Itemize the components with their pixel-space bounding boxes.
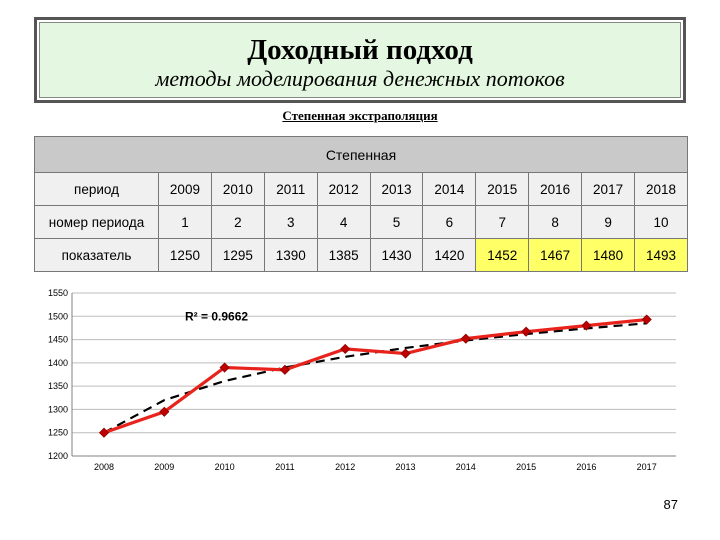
row-label: номер периода <box>34 205 159 239</box>
title-box: Доходный подход методы моделирования ден… <box>34 17 686 103</box>
data-point <box>581 320 592 331</box>
table-cell: 6 <box>422 205 477 239</box>
table-cell: 4 <box>316 205 371 239</box>
y-tick-label: 1350 <box>48 381 68 391</box>
data-table: Степенная период 2009 2010 2011 2012 201… <box>34 136 688 272</box>
x-tick-label: 2012 <box>335 462 355 472</box>
table-cell: 7 <box>475 205 530 239</box>
line-chart: 1200 1250 1300 1350 1400 1450 1500 1550 2008 2009… <box>48 288 676 472</box>
data-point <box>400 348 411 359</box>
table-cell: 2009 <box>158 172 212 206</box>
data-point <box>641 314 652 325</box>
x-tick-label: 2009 <box>154 462 174 472</box>
table-cell-highlighted: 1467 <box>528 238 583 272</box>
row-label: период <box>34 172 159 206</box>
data-point <box>340 343 351 354</box>
table-row: период 2009 2010 2011 2012 2013 2014 201… <box>34 172 688 206</box>
data-point <box>521 326 532 337</box>
table-cell: 5 <box>369 205 424 239</box>
table-cell: 1385 <box>316 238 371 272</box>
table-cell: 2014 <box>422 172 477 206</box>
table-cell: 2013 <box>369 172 424 206</box>
r-squared-label: R² = 0.9662 <box>185 309 248 323</box>
table-cell: 2012 <box>316 172 371 206</box>
x-tick-label: 2013 <box>395 462 415 472</box>
y-tick-label: 1250 <box>48 428 68 438</box>
data-point <box>98 427 110 438</box>
table-cell: 9 <box>581 205 636 239</box>
y-tick-label: 1450 <box>48 335 68 345</box>
table-cell: 10 <box>634 205 688 239</box>
y-tick-label: 1200 <box>48 451 68 461</box>
table-cell: 1 <box>158 205 212 239</box>
table-cell: 2010 <box>210 172 265 206</box>
table-cell: 2011 <box>263 172 318 206</box>
table-cell: 1295 <box>210 238 265 272</box>
slide-subtitle: методы моделирования денежных потоков <box>155 66 565 91</box>
data-point <box>279 364 290 375</box>
table-cell: 2017 <box>581 172 636 206</box>
row-label: показатель <box>34 238 159 272</box>
x-tick-label: 2015 <box>516 462 536 472</box>
table-cell-highlighted: 1452 <box>475 238 530 272</box>
section-label: Степенная экстраполяция <box>282 108 438 123</box>
x-tick-label: 2008 <box>94 462 114 472</box>
x-tick-label: 2017 <box>637 462 657 472</box>
table-cell: 2 <box>210 205 265 239</box>
table-row: номер периода 1 2 3 4 5 6 7 8 9 10 <box>34 205 688 239</box>
table-cell-highlighted: 1493 <box>634 238 688 272</box>
x-tick-label: 2011 <box>275 462 294 472</box>
y-tick-label: 1500 <box>48 311 68 321</box>
data-point <box>159 406 170 417</box>
table-cell-highlighted: 1480 <box>581 238 636 272</box>
table-row: показатель 1250 1295 1390 1385 1430 1420… <box>34 238 688 272</box>
x-tick-label: 2010 <box>215 462 235 472</box>
data-point <box>460 333 471 344</box>
x-tick-label: 2014 <box>456 462 476 472</box>
table-cell: 3 <box>263 205 318 239</box>
page-number: 87 <box>663 497 678 512</box>
data-point <box>219 362 230 373</box>
table-cell: 8 <box>528 205 583 239</box>
y-tick-label: 1300 <box>48 404 68 414</box>
table-cell: 2016 <box>528 172 583 206</box>
table-cell: 1390 <box>263 238 318 272</box>
series-line <box>103 317 647 435</box>
x-tick-label: 2016 <box>576 462 596 472</box>
slide-title: Доходный подход <box>247 34 473 66</box>
table-header: Степенная <box>34 136 688 173</box>
y-tick-label: 1550 <box>48 288 68 298</box>
y-tick-label: 1400 <box>48 358 68 368</box>
table-cell: 2018 <box>634 172 688 206</box>
table-cell: 2015 <box>475 172 530 206</box>
table-cell: 1420 <box>422 238 477 272</box>
table-cell: 1250 <box>158 238 212 272</box>
table-cell: 1430 <box>369 238 424 272</box>
